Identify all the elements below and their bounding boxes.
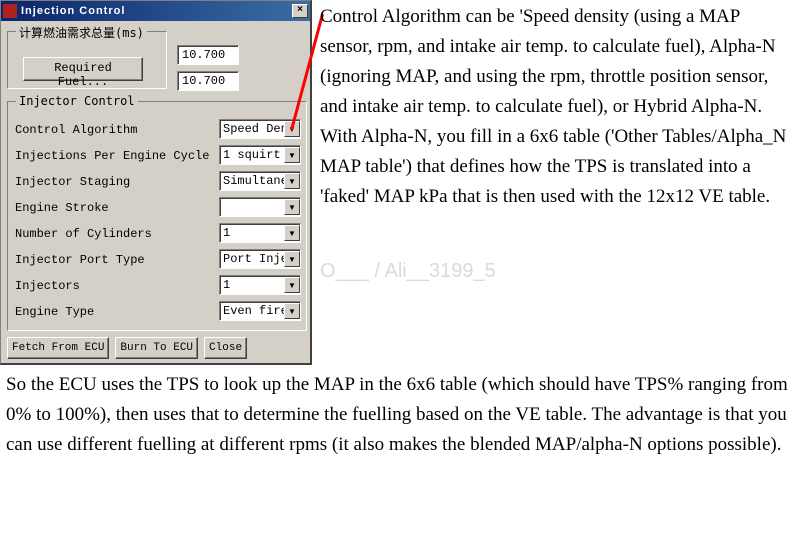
fuel-value-2[interactable]: 10.700 xyxy=(177,71,239,91)
injection-control-dialog: Injection Control × 计算燃油需求总量(ms) Require… xyxy=(0,0,312,365)
label-injector-port-type: Injector Port Type xyxy=(15,253,145,267)
group1-label: 计算燃油需求总量(ms) xyxy=(16,24,147,41)
chevron-down-icon: ▼ xyxy=(284,147,300,163)
explanation-bottom: So the ECU uses the TPS to look up the M… xyxy=(6,370,794,460)
label-engine-type: Engine Type xyxy=(15,305,94,319)
chevron-down-icon: ▼ xyxy=(284,199,300,215)
label-injector-staging: Injector Staging xyxy=(15,175,130,189)
required-fuel-button[interactable]: Required Fuel... xyxy=(23,57,143,81)
label-control-algorithm: Control Algorithm xyxy=(15,123,137,137)
chevron-down-icon: ▼ xyxy=(284,251,300,267)
chevron-down-icon: ▼ xyxy=(284,277,300,293)
label-injections-per-cycle: Injections Per Engine Cycle xyxy=(15,149,209,163)
fetch-from-ecu-button[interactable]: Fetch From ECU xyxy=(7,337,109,359)
chevron-down-icon: ▼ xyxy=(284,173,300,189)
dropdown-injector-port-type[interactable]: Port Injec ▼ xyxy=(219,249,301,269)
close-dialog-button[interactable]: Close xyxy=(204,337,247,359)
titlebar: Injection Control × xyxy=(1,1,310,21)
label-engine-stroke: Engine Stroke xyxy=(15,201,109,215)
dropdown-control-algorithm[interactable]: Speed Dens ▼ xyxy=(219,119,301,139)
dropdown-injector-staging[interactable]: Simultaneo ▼ xyxy=(219,171,301,191)
close-button[interactable]: × xyxy=(292,4,308,18)
watermark: O___ / Ali__3199_5 xyxy=(320,260,496,283)
dropdown-injections-per-cycle[interactable]: 1 squirt ▼ xyxy=(219,145,301,165)
label-injectors: Injectors xyxy=(15,279,80,293)
burn-to-ecu-button[interactable]: Burn To ECU xyxy=(115,337,198,359)
app-icon xyxy=(3,4,17,18)
bottom-button-row: Fetch From ECU Burn To ECU Close xyxy=(7,337,247,359)
window-title: Injection Control xyxy=(21,5,292,17)
dropdown-injectors[interactable]: 1 ▼ xyxy=(219,275,301,295)
fuel-value-1[interactable]: 10.700 xyxy=(177,45,239,65)
chevron-down-icon: ▼ xyxy=(284,225,300,241)
dropdown-number-of-cylinders[interactable]: 1 ▼ xyxy=(219,223,301,243)
explanation-right: Control Algorithm can be 'Speed density … xyxy=(320,2,792,212)
group2-label: Injector Control xyxy=(16,94,138,108)
chevron-down-icon: ▼ xyxy=(284,303,300,319)
dropdown-engine-stroke[interactable]: ▼ xyxy=(219,197,301,217)
label-number-of-cylinders: Number of Cylinders xyxy=(15,227,152,241)
dropdown-engine-type[interactable]: Even fire ▼ xyxy=(219,301,301,321)
